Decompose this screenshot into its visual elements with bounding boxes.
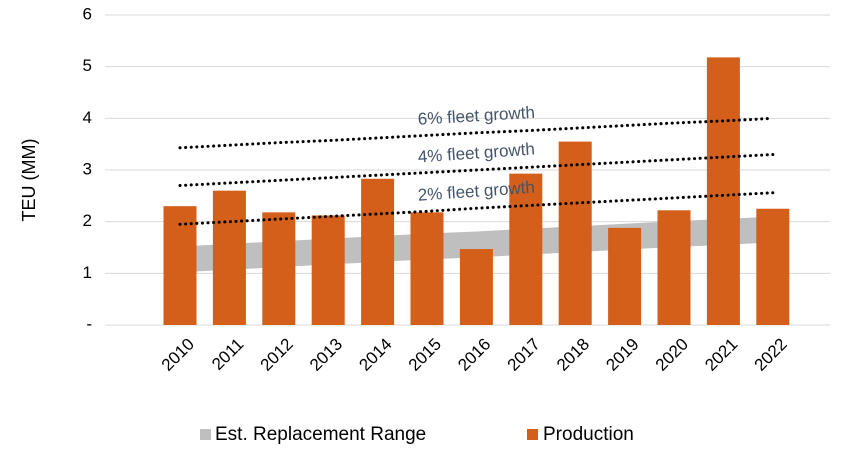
y-tick-label: 3 bbox=[83, 159, 92, 178]
x-tick-label: 2020 bbox=[652, 335, 692, 375]
x-tick-label: 2011 bbox=[208, 335, 247, 374]
bar bbox=[212, 190, 246, 325]
x-tick-label: 2015 bbox=[405, 335, 445, 375]
x-tick-label: 2013 bbox=[306, 335, 346, 375]
x-tick-label: 2014 bbox=[355, 335, 395, 375]
x-tick-label: 2016 bbox=[454, 335, 494, 375]
y-tick-label: 2 bbox=[83, 211, 92, 230]
bar bbox=[410, 212, 444, 325]
y-tick-label: 4 bbox=[83, 108, 92, 127]
y-axis-title: TEU (MM) bbox=[19, 139, 39, 222]
line-label: 6% fleet growth bbox=[417, 103, 535, 129]
bar bbox=[608, 227, 642, 325]
bar bbox=[756, 208, 790, 325]
bar bbox=[361, 178, 395, 325]
bar bbox=[311, 215, 345, 325]
legend-swatch bbox=[200, 429, 211, 440]
bar bbox=[509, 173, 543, 325]
trend-line bbox=[178, 191, 775, 226]
y-tick-label: 5 bbox=[83, 56, 92, 75]
x-tick-label: 2022 bbox=[751, 335, 791, 375]
bar bbox=[706, 57, 740, 325]
bar bbox=[657, 210, 691, 325]
x-tick-label: 2012 bbox=[257, 335, 297, 375]
bar bbox=[163, 206, 197, 325]
y-tick-label: 1 bbox=[83, 263, 92, 282]
legend-label: Production bbox=[543, 424, 634, 445]
y-tick-label: - bbox=[86, 314, 92, 333]
x-tick-label: 2018 bbox=[553, 335, 593, 375]
trend-line bbox=[178, 153, 775, 187]
x-tick-label: 2021 bbox=[701, 335, 741, 375]
legend-label: Est. Replacement Range bbox=[215, 424, 426, 445]
trend-line bbox=[178, 116, 775, 150]
bar bbox=[459, 249, 493, 325]
x-tick-label: 2019 bbox=[602, 335, 642, 375]
bar bbox=[558, 141, 592, 325]
x-tick-label: 2010 bbox=[158, 335, 198, 375]
y-tick-label: 6 bbox=[83, 4, 92, 23]
x-tick-label: 2017 bbox=[504, 335, 544, 375]
line-label: 4% fleet growth bbox=[417, 139, 535, 166]
legend-swatch bbox=[527, 429, 538, 440]
bar bbox=[262, 212, 296, 325]
